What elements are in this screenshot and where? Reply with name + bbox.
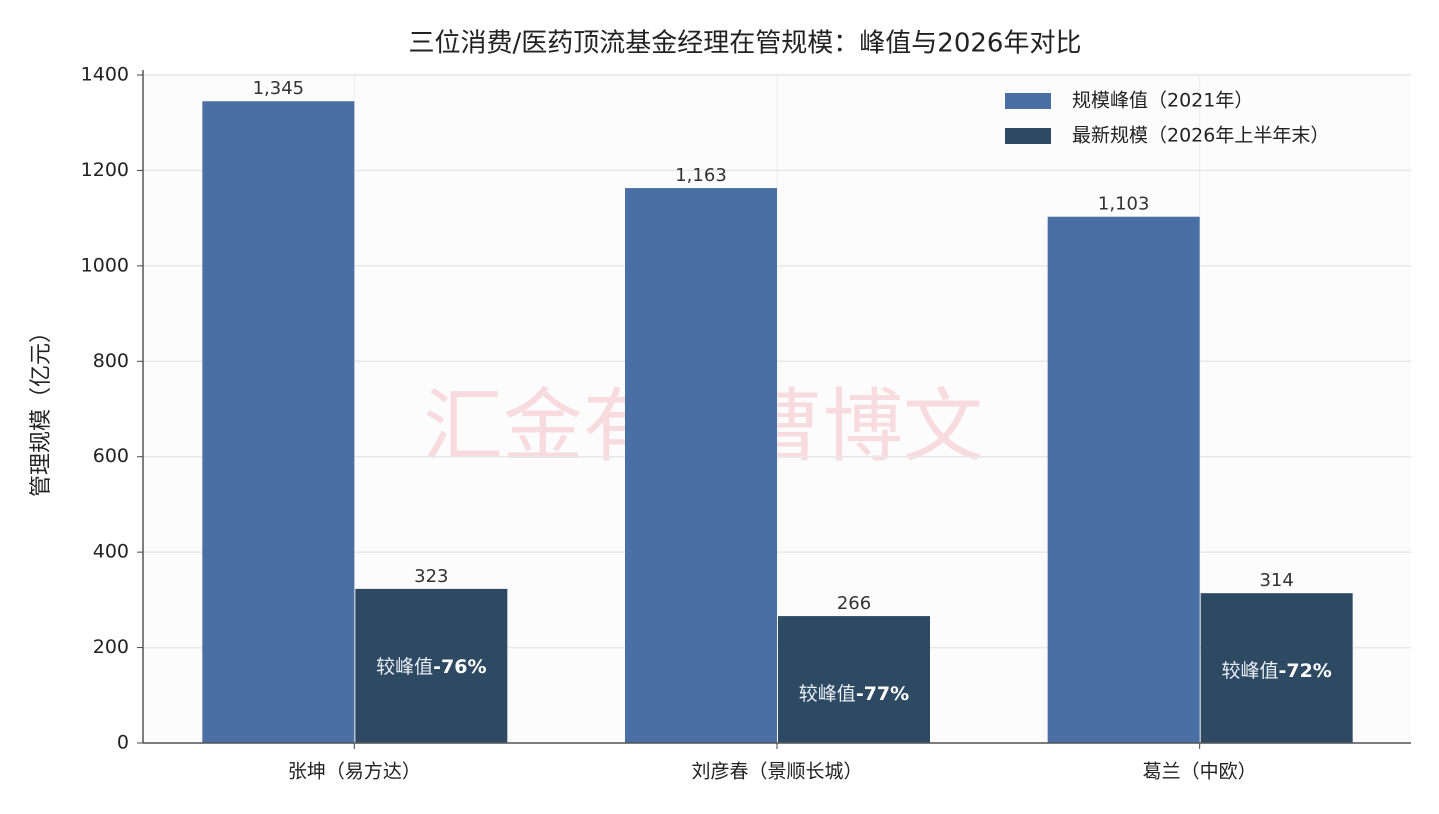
y-tick-label: 600 [93,445,129,467]
annotation-change: -72% [1278,660,1331,682]
value-label: 266 [837,593,871,614]
value-label: 323 [414,566,448,587]
annotation-label: 较峰值 [1221,660,1278,682]
legend-swatch [1005,128,1051,144]
bar [1047,216,1200,743]
y-tick-label: 800 [93,350,129,372]
x-tick-label: 张坤（易方达） [288,761,421,783]
legend-swatch [1005,93,1051,109]
y-tick-label: 400 [93,541,129,563]
value-label: 1,103 [1098,194,1150,215]
legend-label: 规模峰值（2021年） [1072,90,1253,112]
y-tick-label: 0 [117,732,129,754]
annotation-label: 较峰值 [799,683,856,705]
value-label: 1,345 [253,78,305,99]
annotation-change: -76% [433,655,486,677]
y-tick-label: 1000 [81,254,129,276]
annotation: 较峰值-72% [1221,660,1331,682]
bar [778,616,930,743]
bar [1200,593,1353,743]
y-tick-label: 1400 [81,64,129,86]
annotation: 较峰值-76% [376,655,486,677]
legend-label: 最新规模（2026年上半年末） [1072,125,1329,147]
value-label: 1,163 [675,165,727,186]
y-tick-label: 200 [93,636,129,658]
x-tick-label: 刘彦春（景顺长城） [691,761,862,783]
x-tick-label: 葛兰（中欧） [1143,761,1257,783]
y-axis-label: 管理规模（亿元） [29,321,54,497]
chart-title: 三位消费/医药顶流基金经理在管规模：峰值与2026年对比 [409,29,1082,59]
annotation-label: 较峰值 [376,655,433,677]
bar [202,101,355,743]
value-label: 314 [1259,570,1293,591]
bar [625,188,777,743]
bar [355,588,508,743]
annotation-change: -77% [856,683,909,705]
annotation: 较峰值-77% [799,683,909,705]
y-tick-label: 1200 [81,159,129,181]
